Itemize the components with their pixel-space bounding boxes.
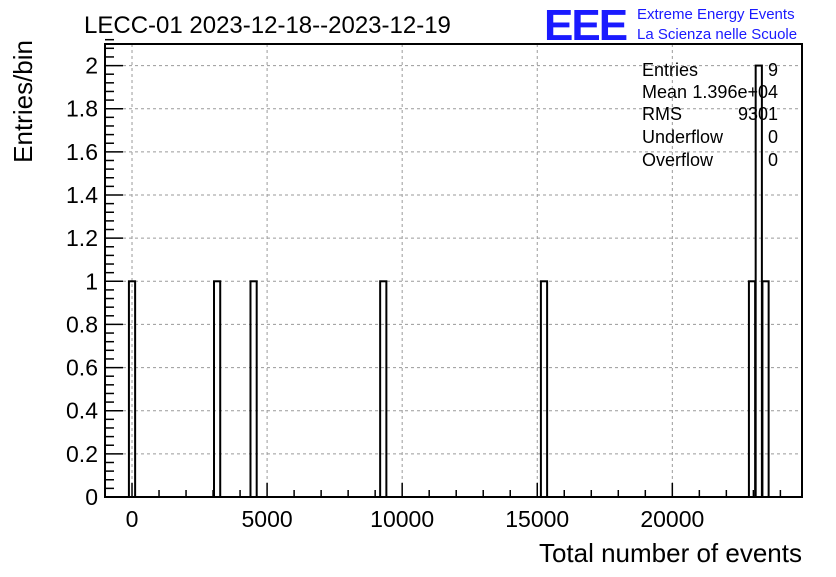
eee-logo: EEE Extreme Energy Events La Scienza nel… — [544, 1, 797, 50]
y-tick-label: 2 — [85, 53, 98, 79]
eee-logo-mark: EEE — [544, 1, 627, 50]
plot-frame — [104, 43, 803, 498]
stats-underflow-label: Underflow — [642, 127, 724, 147]
x-tick-label: 10000 — [370, 506, 434, 532]
x-tick-label: 5000 — [242, 506, 293, 532]
y-tick-label: 0.4 — [66, 398, 98, 424]
chart-title: LECC-01 2023-12-18--2023-12-19 — [84, 12, 451, 39]
y-tick-label: 1.2 — [66, 225, 98, 251]
x-tick-label: 0 — [126, 506, 139, 532]
axis-ticks — [104, 38, 782, 498]
stats-underflow-value: 0 — [768, 127, 778, 147]
histogram-bar — [213, 280, 222, 498]
stats-overflow-value: 0 — [768, 150, 778, 170]
y-tick-label: 0.6 — [66, 355, 98, 381]
histogram-bar — [379, 280, 388, 498]
stats-overflow-label: Overflow — [642, 150, 714, 170]
histogram-bar — [761, 280, 770, 498]
axis-tick-labels: 0 5000 10000 15000 20000 0 0.2 0.4 0.6 0.8 1 1.2 1.4… — [66, 53, 704, 532]
stats-rms-value: 9301 — [738, 104, 778, 124]
y-tick-label: 1.8 — [66, 96, 98, 122]
x-axis-label: Total number of events — [539, 538, 802, 568]
histogram-bar — [539, 280, 549, 498]
x-tick-label: 20000 — [640, 506, 704, 532]
grid-lines — [105, 44, 802, 498]
stats-box: Entries 9 Mean 1.396e+04 RMS 9301 Underf… — [642, 60, 778, 170]
x-tick-label: 15000 — [505, 506, 569, 532]
stats-mean-value: 1.396e+04 — [692, 82, 778, 102]
stats-entries-value: 9 — [768, 60, 778, 80]
stats-mean-label: Mean — [642, 82, 687, 102]
stats-entries-label: Entries — [642, 60, 698, 80]
y-tick-label: 0 — [85, 484, 98, 510]
eee-logo-line2: La Scienza nelle Scuole — [637, 26, 797, 43]
eee-logo-line1: Extreme Energy Events — [637, 6, 795, 23]
histogram-bar — [249, 280, 258, 498]
y-tick-label: 0.2 — [66, 441, 98, 467]
histogram-bar — [747, 280, 757, 498]
histogram-bar — [754, 64, 763, 498]
y-tick-label: 1.4 — [66, 182, 98, 208]
y-axis-label: Entries/bin — [8, 40, 38, 163]
y-tick-label: 1.6 — [66, 139, 98, 165]
stats-rms-label: RMS — [642, 104, 682, 124]
y-tick-label: 1 — [85, 268, 98, 294]
y-tick-label: 0.8 — [66, 311, 98, 337]
